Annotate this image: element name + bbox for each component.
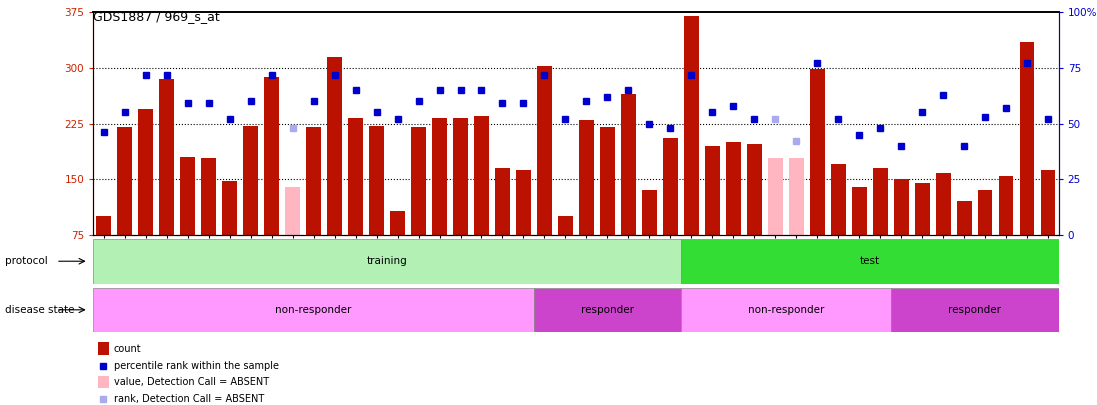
Bar bbox=[348, 118, 363, 235]
Bar bbox=[891, 288, 1059, 332]
Bar bbox=[998, 175, 1014, 235]
Bar bbox=[98, 376, 109, 388]
Bar bbox=[117, 127, 132, 235]
Bar bbox=[223, 181, 237, 235]
Text: count: count bbox=[113, 343, 142, 354]
Text: responder: responder bbox=[581, 305, 634, 315]
Bar bbox=[432, 118, 446, 235]
Bar bbox=[244, 126, 258, 235]
Bar bbox=[726, 142, 740, 235]
Bar bbox=[915, 183, 929, 235]
Bar bbox=[1041, 170, 1055, 235]
Bar bbox=[327, 57, 342, 235]
Bar bbox=[98, 342, 109, 355]
Bar bbox=[810, 69, 825, 235]
Bar bbox=[936, 173, 950, 235]
Bar bbox=[138, 109, 154, 235]
Text: non-responder: non-responder bbox=[275, 305, 352, 315]
Text: training: training bbox=[366, 256, 407, 266]
Bar bbox=[411, 127, 426, 235]
Bar bbox=[894, 179, 908, 235]
Bar bbox=[957, 202, 972, 235]
Bar bbox=[747, 144, 761, 235]
Text: test: test bbox=[860, 256, 880, 266]
Bar bbox=[642, 190, 657, 235]
Bar bbox=[495, 168, 510, 235]
Bar bbox=[538, 66, 552, 235]
Bar bbox=[600, 127, 614, 235]
Bar bbox=[306, 127, 321, 235]
Text: disease state: disease state bbox=[5, 305, 75, 315]
Bar bbox=[516, 170, 531, 235]
Text: value, Detection Call = ABSENT: value, Detection Call = ABSENT bbox=[113, 377, 269, 387]
Text: rank, Detection Call = ABSENT: rank, Detection Call = ABSENT bbox=[113, 394, 263, 404]
Bar bbox=[534, 288, 681, 332]
Bar bbox=[705, 146, 720, 235]
Bar bbox=[681, 239, 1059, 284]
Bar bbox=[579, 120, 593, 235]
Bar bbox=[1020, 42, 1034, 235]
Bar bbox=[873, 168, 887, 235]
Bar bbox=[852, 187, 867, 235]
Bar bbox=[977, 190, 993, 235]
Bar bbox=[830, 164, 846, 235]
Bar bbox=[768, 158, 782, 235]
Bar bbox=[391, 211, 405, 235]
Bar bbox=[370, 126, 384, 235]
Text: protocol: protocol bbox=[5, 256, 48, 266]
Bar bbox=[474, 116, 489, 235]
Bar bbox=[621, 94, 636, 235]
Bar bbox=[97, 216, 111, 235]
Text: responder: responder bbox=[948, 305, 1002, 315]
Bar bbox=[685, 16, 699, 235]
Bar bbox=[93, 288, 534, 332]
Bar bbox=[159, 79, 174, 235]
Bar bbox=[681, 288, 891, 332]
Text: GDS1887 / 969_s_at: GDS1887 / 969_s_at bbox=[93, 10, 220, 23]
Bar bbox=[663, 139, 678, 235]
Bar bbox=[285, 187, 299, 235]
Bar bbox=[202, 158, 216, 235]
Bar bbox=[453, 118, 467, 235]
Bar bbox=[264, 77, 279, 235]
Bar bbox=[93, 239, 681, 284]
Bar bbox=[180, 157, 195, 235]
Text: non-responder: non-responder bbox=[747, 305, 824, 315]
Bar bbox=[558, 216, 573, 235]
Bar bbox=[789, 158, 804, 235]
Text: percentile rank within the sample: percentile rank within the sample bbox=[113, 361, 279, 371]
